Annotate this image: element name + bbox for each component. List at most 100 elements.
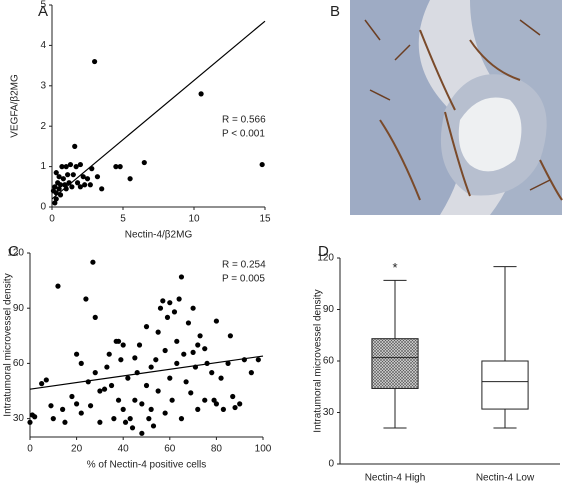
point — [73, 164, 79, 170]
x-tick-label: 0 — [49, 214, 55, 225]
point — [74, 351, 80, 357]
y-tick-label: 4 — [40, 40, 46, 51]
point — [115, 397, 122, 403]
point — [52, 184, 58, 190]
x-tick-label: 15 — [259, 214, 271, 225]
point — [150, 423, 157, 429]
point — [104, 364, 110, 370]
point — [97, 388, 103, 394]
point — [59, 164, 65, 170]
x-tick-label: 5 — [120, 214, 126, 225]
point — [32, 414, 38, 420]
point — [259, 161, 265, 168]
point — [146, 416, 152, 422]
point — [160, 298, 166, 304]
point — [111, 416, 117, 422]
point — [198, 91, 204, 97]
box — [481, 360, 529, 410]
point — [50, 188, 57, 194]
point — [174, 338, 180, 344]
point — [176, 296, 182, 302]
y-tick-label: 60 — [13, 358, 25, 369]
point — [84, 176, 91, 182]
point — [202, 346, 208, 352]
point — [237, 401, 243, 407]
point — [94, 174, 101, 180]
y-tick-label: 120 — [317, 253, 334, 264]
point — [153, 357, 159, 363]
point — [62, 182, 68, 188]
x-tick-label: Nectin-4 High — [365, 473, 426, 484]
y-tick-label: 120 — [7, 248, 24, 259]
point — [213, 401, 219, 407]
point — [255, 357, 261, 363]
point — [185, 320, 192, 326]
point — [178, 274, 185, 280]
point — [188, 390, 194, 396]
point — [122, 419, 129, 425]
point — [155, 388, 161, 394]
x-tick-label: 10 — [188, 214, 200, 225]
point — [108, 382, 115, 389]
y-tick-label: 0 — [40, 202, 46, 213]
point — [77, 184, 83, 190]
point — [53, 196, 59, 202]
stat-annotation: P < 0.001 — [222, 129, 265, 140]
panel-label: B — [330, 3, 340, 20]
x-tick-label: 0 — [27, 444, 33, 455]
point — [62, 419, 68, 425]
point — [139, 430, 145, 436]
point — [118, 357, 124, 363]
point — [57, 182, 64, 188]
point — [82, 182, 88, 188]
y-tick-label: 0 — [328, 459, 334, 470]
point — [80, 174, 86, 180]
x-tick-label: 100 — [255, 444, 272, 455]
y-tick-label: 30 — [13, 413, 25, 424]
point — [232, 404, 238, 411]
y-tick-label: 5 — [40, 0, 46, 11]
point — [70, 172, 76, 178]
significance-marker: * — [392, 260, 397, 275]
point — [129, 425, 136, 431]
point — [69, 393, 75, 400]
point — [143, 324, 150, 330]
x-axis-label: % of Nectin-4 positive cells — [87, 460, 207, 471]
point — [183, 379, 189, 385]
point — [167, 375, 173, 381]
point — [125, 375, 131, 381]
histology-image — [350, 0, 563, 215]
point — [55, 283, 61, 289]
point — [220, 406, 226, 412]
y-tick-label: 90 — [13, 303, 25, 314]
point — [85, 379, 91, 385]
point — [167, 300, 173, 306]
point — [78, 410, 84, 416]
stat-annotation: R = 0.566 — [222, 115, 266, 126]
point — [48, 403, 54, 409]
panel-label: A — [38, 3, 48, 20]
point — [60, 176, 66, 182]
point — [120, 406, 126, 412]
point — [53, 170, 59, 176]
y-tick-label: 1 — [40, 161, 46, 172]
point — [248, 370, 254, 376]
point — [115, 338, 122, 344]
point — [63, 164, 69, 170]
point — [227, 333, 233, 339]
point — [87, 403, 94, 409]
point — [190, 349, 196, 355]
x-tick-label: 60 — [164, 444, 176, 455]
x-tick-label: 20 — [71, 444, 83, 455]
box — [371, 338, 419, 389]
point — [181, 351, 187, 357]
y-axis-label: VEGFA/β2MG — [10, 74, 21, 138]
point — [74, 401, 80, 407]
point — [72, 143, 78, 149]
point — [132, 355, 138, 361]
point — [148, 406, 154, 412]
y-tick-label: 3 — [40, 80, 46, 91]
point — [52, 200, 58, 206]
stat-annotation: P = 0.005 — [222, 274, 265, 285]
